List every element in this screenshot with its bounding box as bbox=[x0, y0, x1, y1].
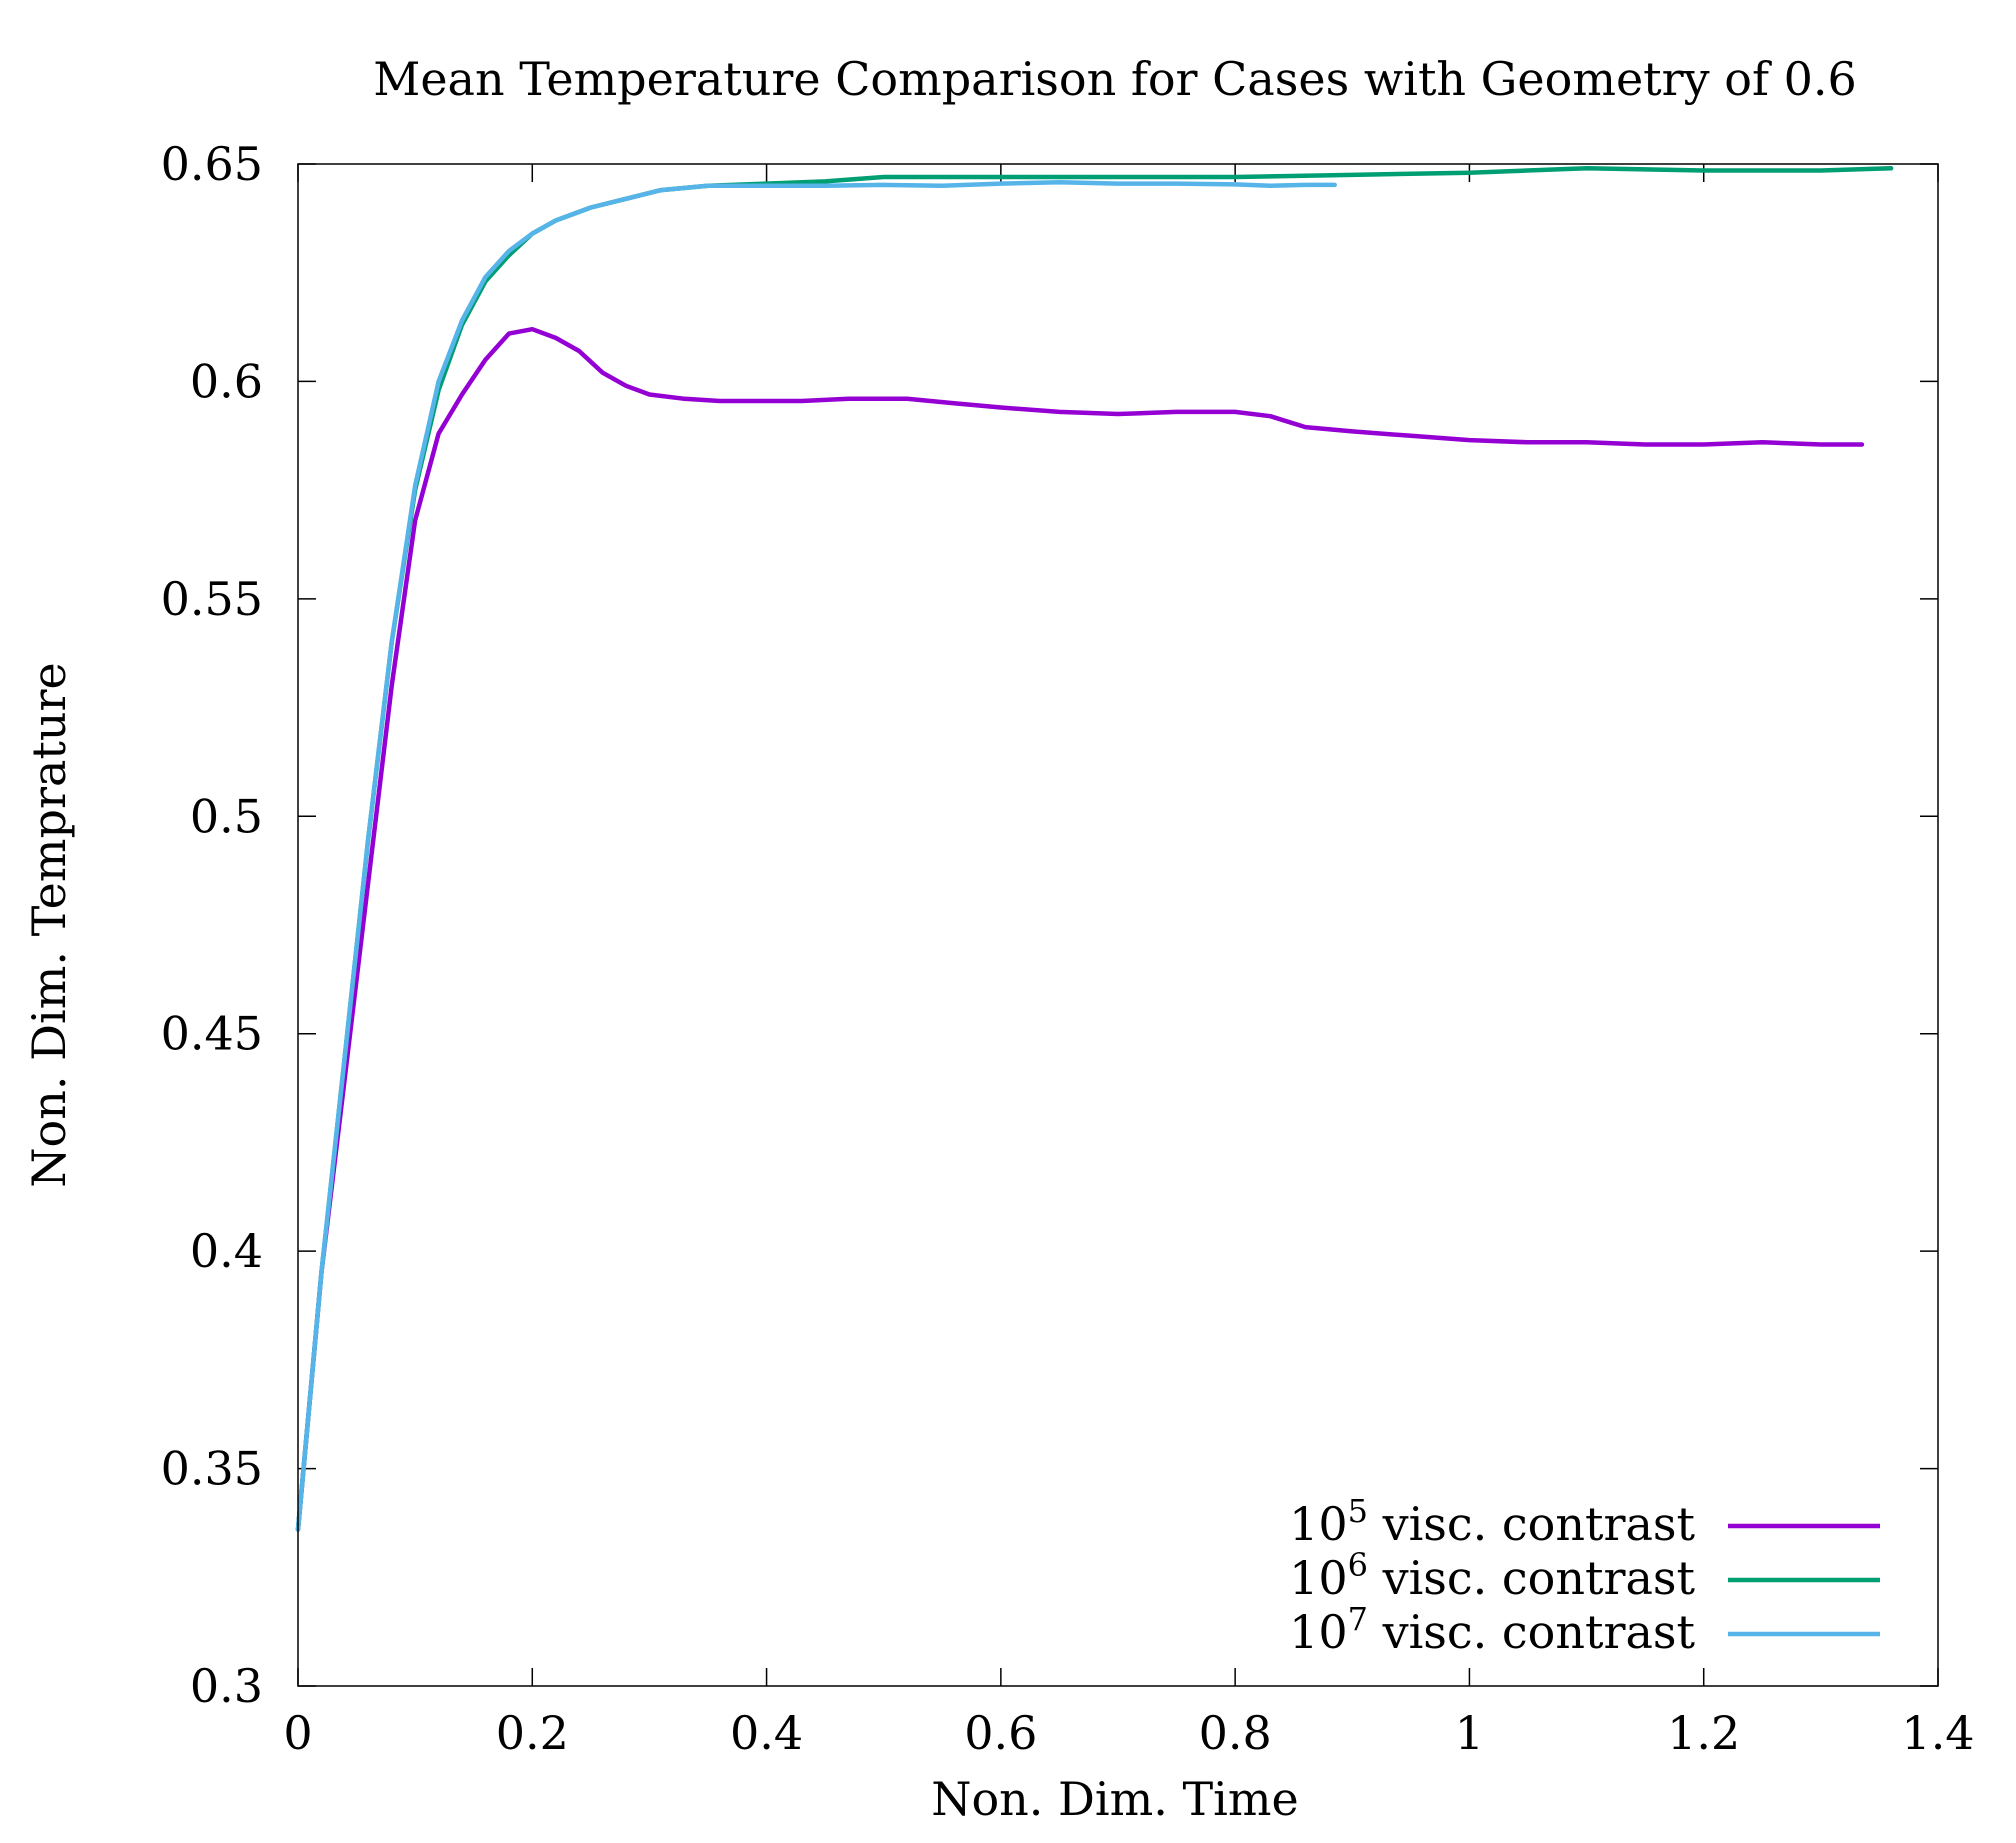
y-tick-label: 0.65 bbox=[161, 137, 263, 191]
x-tick-label: 0.4 bbox=[730, 1706, 803, 1760]
legend-label-text: visc. contrast bbox=[1368, 1551, 1696, 1605]
tick-labels: 0 0.2 0.4 0.6 0.8 1 1.2 1.4 0.3 0.35 0.4 0.45 0.5 0.5… bbox=[161, 137, 1975, 1760]
y-tick-label: 0.4 bbox=[190, 1224, 263, 1278]
legend-label-1: 105 visc. contrast bbox=[1289, 1492, 1695, 1551]
x-tick-label: 0 bbox=[283, 1706, 312, 1760]
y-tick-label: 0.55 bbox=[161, 572, 263, 626]
y-tick-label: 0.3 bbox=[190, 1659, 263, 1713]
legend-label-2: 106 visc. contrast bbox=[1289, 1546, 1695, 1605]
x-tick-label: 1.2 bbox=[1667, 1706, 1740, 1760]
x-tick-label: 0.2 bbox=[496, 1706, 569, 1760]
x-axis-label: Non. Dim. Time bbox=[931, 1772, 1299, 1826]
legend-label-base: 10 bbox=[1289, 1497, 1348, 1551]
legend-label-exponent: 6 bbox=[1348, 1546, 1368, 1584]
legend-label-base: 10 bbox=[1289, 1551, 1348, 1605]
y-tick-label: 0.35 bbox=[161, 1442, 263, 1496]
series-line-1 bbox=[295, 326, 1865, 1532]
legend-label-text: visc. contrast bbox=[1368, 1605, 1696, 1659]
x-tick-label: 0.8 bbox=[1199, 1706, 1272, 1760]
plot-frame bbox=[297, 163, 1939, 1687]
legend-label-base: 10 bbox=[1289, 1605, 1348, 1659]
y-tick-label: 0.45 bbox=[161, 1007, 263, 1061]
y-tick-label: 0.5 bbox=[190, 789, 263, 843]
y-axis-label: Non. Dim. Temprature bbox=[22, 662, 76, 1187]
legend-label-text: visc. contrast bbox=[1368, 1497, 1696, 1551]
series-line-3 bbox=[295, 180, 1337, 1532]
legend-label-3: 107 visc. contrast bbox=[1289, 1600, 1695, 1659]
x-tick-label: 1 bbox=[1455, 1706, 1484, 1760]
plot-lines bbox=[295, 166, 1894, 1532]
x-tick-label: 0.6 bbox=[964, 1706, 1037, 1760]
y-tick-label: 0.6 bbox=[190, 354, 263, 408]
legend-label-exponent: 5 bbox=[1348, 1492, 1368, 1530]
chart-title: Mean Temperature Comparison for Cases wi… bbox=[373, 52, 1857, 106]
x-tick-label: 1.4 bbox=[1901, 1706, 1974, 1760]
legend-label-exponent: 7 bbox=[1348, 1600, 1368, 1638]
